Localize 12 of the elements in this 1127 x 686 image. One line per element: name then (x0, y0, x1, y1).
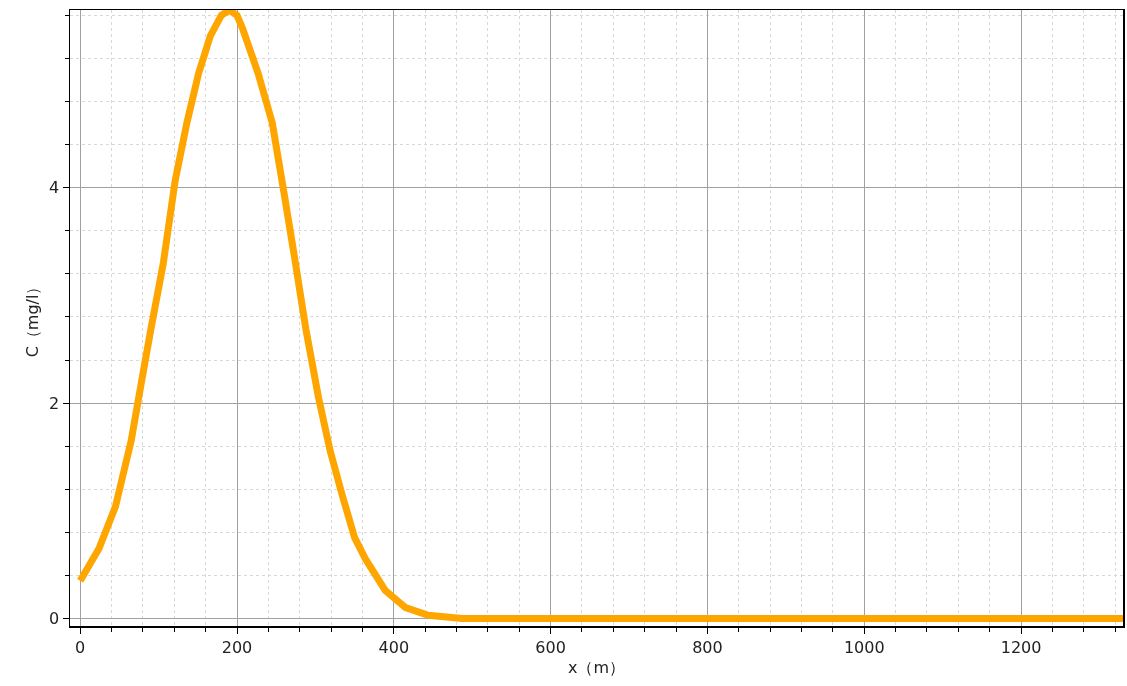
y-tick-label: 0 (49, 609, 60, 629)
x-tick-label: 200 (221, 637, 253, 657)
x-tick-label: 0 (75, 637, 86, 657)
y-tick-label: 4 (49, 178, 60, 198)
x-axis-title: x（m） (567, 658, 626, 678)
y-tick-label: 2 (49, 393, 60, 413)
y-axis-title: C（mg/l） (23, 278, 43, 358)
x-tick-label: 800 (692, 637, 723, 657)
x-tick-label: 1200 (1000, 637, 1042, 657)
x-tick-label: 600 (535, 637, 566, 657)
x-tick-label: 1000 (843, 637, 885, 657)
x-tick-label: 400 (378, 637, 410, 657)
